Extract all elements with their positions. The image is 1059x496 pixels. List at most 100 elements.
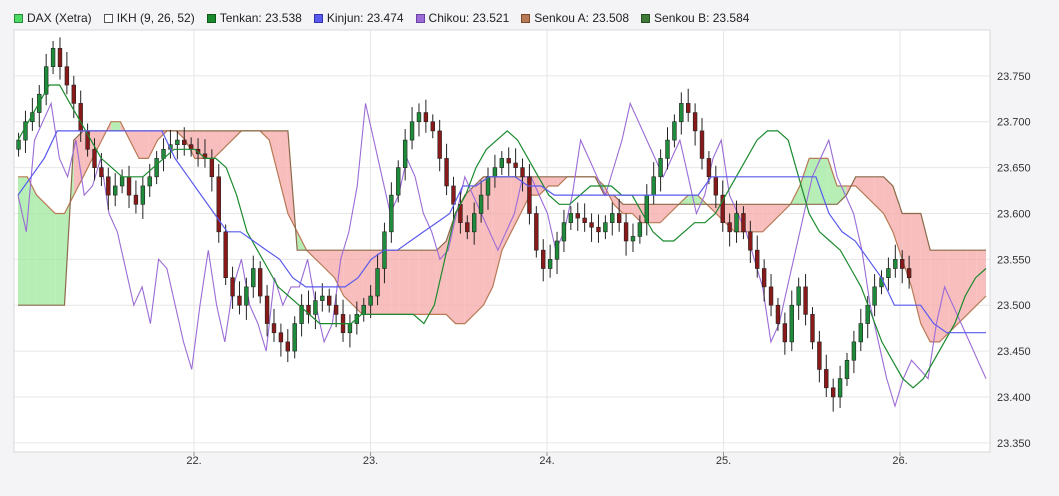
legend-item[interactable]: IKH (9, 26, 52) — [103, 11, 195, 25]
candle-down — [616, 213, 622, 223]
candle-down — [782, 323, 788, 343]
legend-item[interactable]: Tenkan: 23.538 — [206, 11, 302, 25]
candle-up — [147, 176, 152, 187]
legend-label: IKH (9, 26, 52) — [116, 11, 195, 25]
y-tick-label: 23.350 — [997, 438, 1031, 450]
legend-item[interactable]: Chikou: 23.521 — [415, 11, 509, 25]
candle-down — [430, 121, 435, 132]
candle-down — [596, 226, 601, 233]
candle-up — [485, 176, 491, 196]
y-tick-label: 23.750 — [997, 71, 1031, 83]
cloud-bearish-segment — [753, 204, 763, 232]
candle-up — [858, 323, 863, 343]
cloud-bearish-segment — [436, 241, 447, 315]
y-tick-label: 23.450 — [997, 346, 1031, 358]
cloud-bearish-segment — [967, 250, 977, 315]
candle-down — [106, 176, 111, 196]
candle-up — [389, 194, 394, 233]
cloud-bearish-segment — [911, 213, 921, 324]
candle-up — [320, 295, 325, 301]
candle-down — [623, 222, 629, 242]
candle-up — [478, 194, 484, 214]
cloud-bearish-segment — [623, 204, 633, 214]
candle-up — [299, 304, 304, 324]
candle-up — [837, 378, 843, 398]
chikou-line — [17, 101, 987, 409]
candle-up — [630, 236, 636, 242]
candle-up — [872, 286, 877, 306]
cloud-bearish-segment — [660, 204, 670, 223]
candle-down — [64, 66, 70, 86]
cloud-bearish-segment — [483, 176, 493, 306]
legend-item[interactable]: Senkou B: 23.584 — [641, 11, 749, 25]
candle-down — [327, 295, 332, 306]
candle-down — [755, 249, 760, 269]
cloud-bearish-segment — [865, 176, 875, 205]
legend-label: Tenkan: 23.538 — [219, 11, 302, 25]
cloud-bearish-segment — [399, 250, 409, 315]
candle-down — [748, 231, 753, 251]
kijun-line — [17, 130, 986, 334]
cloud-bullish-segment — [36, 195, 46, 306]
candle-up — [402, 139, 408, 168]
cloud-bearish-segment — [148, 130, 158, 159]
candle-up — [50, 48, 56, 67]
cloud-bearish-segment — [874, 176, 884, 214]
legend-label: Senkou B: 23.584 — [654, 11, 750, 25]
legend-item[interactable]: DAX (Xetra) — [14, 11, 92, 25]
candle-up — [844, 359, 850, 379]
legend-swatch-icon — [521, 13, 531, 23]
cloud-bearish-segment — [139, 130, 149, 159]
candle-down — [126, 176, 132, 196]
candle-up — [603, 222, 608, 233]
candle-up — [375, 268, 380, 297]
cloud-bullish-segment — [55, 213, 65, 306]
candle-up — [547, 259, 553, 269]
candle-down — [692, 112, 698, 132]
cloud-bullish-segment — [818, 158, 828, 205]
x-tick-label: 23. — [363, 455, 378, 467]
cloud-bearish-segment — [855, 176, 865, 196]
candle-up — [672, 121, 677, 141]
candle-up — [851, 341, 857, 361]
candle-up — [499, 158, 505, 168]
cloud-bearish-segment — [73, 130, 84, 196]
cloud-bullish-segment — [827, 158, 838, 205]
candle-up — [789, 304, 794, 343]
legend-item[interactable]: Senkou A: 23.508 — [521, 11, 629, 25]
legend-swatch-icon — [14, 13, 23, 23]
candle-down — [264, 295, 270, 324]
cloud-bearish-segment — [315, 250, 326, 269]
x-tick-label: 25. — [716, 455, 731, 467]
candle-up — [651, 176, 656, 196]
cloud-bullish-segment — [111, 121, 121, 131]
legend-item[interactable]: Kinjun: 23.474 — [313, 11, 404, 25]
candle-down — [278, 332, 284, 343]
candle-down — [216, 176, 221, 233]
cloud-bullish-segment — [45, 204, 56, 306]
cloud-bearish-segment — [548, 176, 558, 186]
candle-down — [775, 304, 781, 324]
cloud-bearish-segment — [958, 250, 968, 324]
cloud-bearish-segment — [939, 250, 949, 342]
candle-up — [665, 139, 670, 159]
cloud-bearish-segment — [771, 204, 782, 223]
candle-up — [568, 213, 574, 223]
candle-up — [361, 304, 366, 315]
y-tick-label: 23.700 — [997, 117, 1031, 129]
cloud-bearish-segment — [492, 176, 502, 287]
y-tick-label: 23.500 — [997, 300, 1031, 312]
cloud-bearish-segment — [883, 176, 893, 232]
cloud-bearish-segment — [502, 176, 512, 251]
candle-down — [99, 167, 104, 178]
candle-down — [237, 295, 242, 306]
candle-up — [43, 66, 49, 95]
candle-up — [292, 323, 297, 352]
cloud-bearish-segment — [650, 204, 661, 223]
cloud-bearish-segment — [455, 195, 465, 324]
y-tick-label: 23.550 — [997, 254, 1031, 266]
candle-down — [230, 277, 235, 297]
legend-swatch-icon — [641, 13, 651, 23]
legend: DAX (Xetra) IKH (9, 26, 52) Tenkan: 23.538… — [14, 8, 761, 28]
